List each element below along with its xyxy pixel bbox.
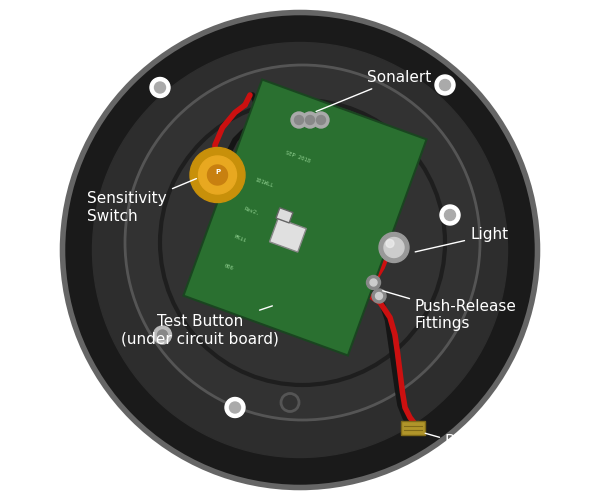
Circle shape bbox=[157, 330, 167, 340]
Circle shape bbox=[372, 289, 386, 303]
Circle shape bbox=[305, 116, 314, 124]
Circle shape bbox=[435, 75, 455, 95]
Circle shape bbox=[367, 276, 380, 289]
Circle shape bbox=[295, 116, 304, 124]
Circle shape bbox=[154, 326, 172, 344]
Circle shape bbox=[317, 116, 325, 124]
Circle shape bbox=[302, 112, 318, 128]
FancyBboxPatch shape bbox=[401, 420, 425, 434]
Text: 006: 006 bbox=[223, 264, 234, 272]
Circle shape bbox=[439, 80, 451, 90]
Text: Sensitivity
Switch: Sensitivity Switch bbox=[88, 178, 196, 224]
Circle shape bbox=[379, 232, 409, 262]
Circle shape bbox=[376, 292, 383, 300]
Text: Battery
Connector: Battery Connector bbox=[425, 434, 524, 466]
Circle shape bbox=[229, 402, 241, 413]
Polygon shape bbox=[184, 80, 427, 355]
Text: Rev2.: Rev2. bbox=[244, 206, 260, 216]
Circle shape bbox=[150, 78, 170, 98]
Circle shape bbox=[370, 279, 377, 286]
Circle shape bbox=[155, 82, 166, 93]
Circle shape bbox=[384, 238, 404, 258]
Circle shape bbox=[62, 12, 538, 488]
Circle shape bbox=[125, 65, 480, 420]
Text: SEP 2018: SEP 2018 bbox=[284, 150, 311, 164]
Circle shape bbox=[291, 112, 307, 128]
Text: Push-Release
Fittings: Push-Release Fittings bbox=[383, 291, 517, 331]
Circle shape bbox=[445, 210, 455, 220]
Circle shape bbox=[199, 156, 236, 194]
Text: P: P bbox=[215, 170, 220, 175]
Circle shape bbox=[313, 112, 329, 128]
Circle shape bbox=[190, 148, 245, 203]
Circle shape bbox=[440, 205, 460, 225]
Text: Test Button
(under circuit board): Test Button (under circuit board) bbox=[121, 306, 279, 346]
Text: Light: Light bbox=[415, 228, 508, 252]
Text: MKii: MKii bbox=[233, 234, 247, 244]
Text: Sonalert: Sonalert bbox=[316, 70, 432, 112]
Polygon shape bbox=[269, 218, 306, 252]
Circle shape bbox=[386, 240, 394, 248]
Polygon shape bbox=[276, 208, 293, 223]
Circle shape bbox=[208, 165, 227, 185]
Circle shape bbox=[92, 42, 508, 458]
Circle shape bbox=[225, 398, 245, 417]
Text: 101WLL: 101WLL bbox=[254, 177, 274, 188]
